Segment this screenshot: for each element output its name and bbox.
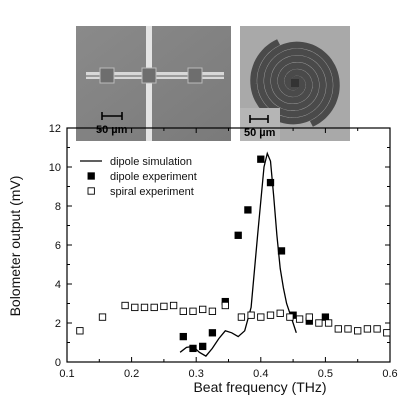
legend-open-square xyxy=(87,187,95,195)
spiral-experiment-point xyxy=(344,325,352,333)
dipole-experiment-point xyxy=(289,311,297,319)
dipole-image-svg: 50 µm xyxy=(76,26,231,141)
spiral-experiment-point xyxy=(324,319,333,327)
y-tick-label: 0 xyxy=(55,357,61,369)
dipole-experiment-point xyxy=(305,317,313,325)
dipole-experiment-point xyxy=(321,313,330,321)
spiral-experiment-point xyxy=(383,329,391,337)
legend-label: dipole simulation xyxy=(110,156,192,168)
spiral-experiment-point xyxy=(237,313,246,321)
dipole-antenna-micrograph: 50 µm xyxy=(76,26,231,141)
dipole-experiment-point xyxy=(234,231,242,239)
spiral-experiment-point xyxy=(247,311,255,319)
spiral-experiment-point xyxy=(160,302,168,311)
legend: dipole simulation dipole experiment spiral… xyxy=(80,156,197,198)
spiral-scale-label: 50 µm xyxy=(244,127,276,139)
spiral-experiment-point xyxy=(121,301,129,310)
y-axis-title: Bolometer output (mV) xyxy=(7,176,23,317)
spiral-experiment-point xyxy=(305,313,313,321)
dipole-experiment-point xyxy=(208,329,217,337)
x-tick-label: 0.4 xyxy=(253,368,268,380)
dipole-experiment-point xyxy=(199,342,207,351)
spiral-experiment-point xyxy=(169,301,178,310)
legend-label: spiral experiment xyxy=(110,186,194,198)
dipole-scale-label: 50 µm xyxy=(96,124,128,136)
plot-frame xyxy=(66,127,391,363)
spiral-experiment-point xyxy=(276,309,284,317)
x-tick-label: 0.6 xyxy=(382,368,397,380)
y-tick-label: 10 xyxy=(49,162,61,174)
y-tick-label: 4 xyxy=(55,279,61,291)
spiral-arm xyxy=(250,39,333,125)
y-tick-label: 12 xyxy=(49,123,61,135)
dipole-experiment-point xyxy=(189,344,197,353)
series-line-dipole-simulation xyxy=(179,151,297,357)
dipole-experiment-point xyxy=(257,155,265,163)
x-tick-label: 0.1 xyxy=(59,368,74,380)
spiral-feed xyxy=(291,79,299,87)
y-tick-label: 2 xyxy=(55,318,61,330)
x-axis-title: Beat frequency (THz) xyxy=(193,379,326,395)
spiral-experiment-point xyxy=(334,325,342,333)
spiral-experiment-point xyxy=(98,313,107,321)
dipole-experiment-point xyxy=(221,297,229,306)
spiral-experiment-point xyxy=(140,303,149,312)
spiral-experiment-point xyxy=(179,307,187,315)
x-tick-label: 0.2 xyxy=(124,368,139,380)
spiral-experiment-point xyxy=(208,307,217,315)
dipole-experiment-point xyxy=(244,206,252,214)
spiral-experiment-point xyxy=(257,313,265,321)
spiral-experiment-point xyxy=(189,307,197,315)
legend-filled-square xyxy=(87,172,95,180)
x-tick-label: 0.3 xyxy=(189,368,204,380)
spiral-experiment-point xyxy=(131,303,139,312)
dipole-experiment-point xyxy=(266,178,275,187)
spiral-experiment-point xyxy=(363,325,372,333)
spiral-experiment-point xyxy=(286,313,294,321)
spiral-experiment-point xyxy=(76,327,84,335)
spiral-arm xyxy=(257,41,340,127)
spiral-experiment-point xyxy=(221,301,229,310)
y-tick-label: 6 xyxy=(55,240,61,252)
y-tick-label: 8 xyxy=(55,201,61,213)
axes: 0.1 0.2 0.3 0.4 0.5 0.6 0 2 4 6 8 10 12 xyxy=(49,123,398,380)
spiral-experiment-point xyxy=(150,303,158,312)
spiral-experiment-point xyxy=(266,311,275,319)
series-layer xyxy=(76,151,391,357)
spiral-antenna-micrograph: 50 µm xyxy=(240,26,350,141)
spiral-experiment-point xyxy=(373,325,381,333)
legend-label: dipole experiment xyxy=(110,171,197,183)
spiral-experiment-point xyxy=(354,327,362,335)
spiral-experiment-point xyxy=(315,319,323,327)
spiral-experiment-point xyxy=(295,315,304,323)
dipole-experiment-point xyxy=(277,247,286,255)
x-tick-label: 0.5 xyxy=(318,368,333,380)
spiral-experiment-point xyxy=(199,305,207,314)
spiral-image-svg: 50 µm xyxy=(240,26,350,141)
dipole-experiment-point xyxy=(179,332,187,341)
